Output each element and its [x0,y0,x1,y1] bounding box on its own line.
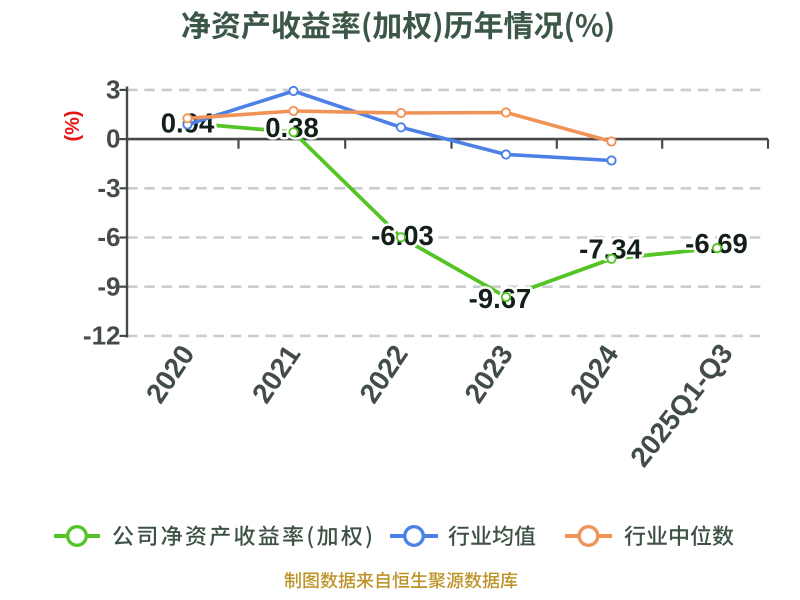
svg-text:3: 3 [106,75,120,105]
svg-text:-6: -6 [97,222,120,252]
svg-text:-3: -3 [97,173,120,203]
svg-text:(%): (%) [62,110,84,141]
svg-text:-9: -9 [97,271,120,301]
svg-text:0: 0 [106,124,120,154]
svg-text:-12: -12 [83,321,121,351]
svg-text:-9.67: -9.67 [469,283,532,314]
